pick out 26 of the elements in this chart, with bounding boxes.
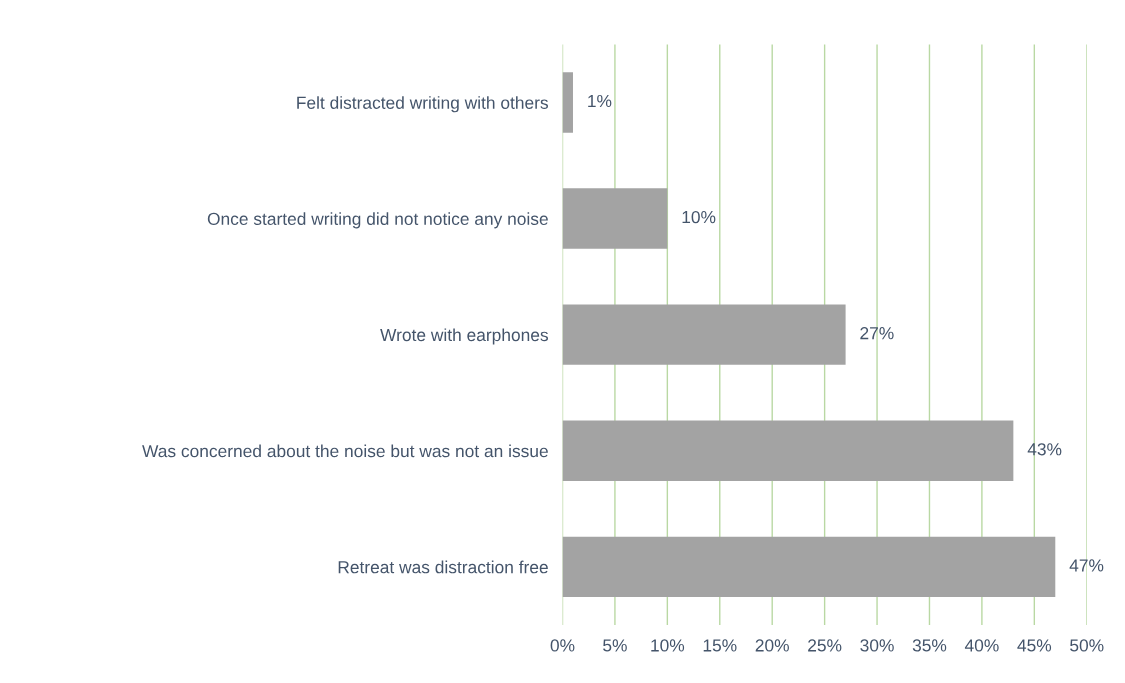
data-label: 10%: [682, 210, 716, 224]
x-tick-label: 45%: [1017, 639, 1052, 652]
x-tick-label: 30%: [860, 639, 894, 652]
x-tick-label: 35%: [912, 639, 947, 652]
bar: [562, 72, 573, 133]
y-tick-label: Once started writing did not notice any noise: [207, 212, 548, 229]
x-tick-label: 15%: [703, 639, 737, 652]
x-tick-label: 10%: [651, 639, 685, 652]
bar: [562, 420, 1014, 481]
y-tick-label: Felt distracted writing with others: [297, 96, 548, 113]
data-label: 1%: [588, 94, 612, 108]
data-label: 47%: [1069, 559, 1104, 572]
bar: [562, 304, 846, 365]
x-tick-label: 50%: [1070, 639, 1104, 652]
bar: [562, 188, 668, 249]
x-tick-label: 5%: [603, 639, 627, 652]
data-label: 27%: [860, 327, 894, 340]
y-tick-label: Wrote with earphones: [380, 328, 548, 345]
x-tick-label: 20%: [755, 639, 789, 652]
y-tick-label: Was concerned about the noise but was not an issue: [142, 444, 548, 458]
bar: [562, 536, 1056, 598]
x-tick-label: 40%: [964, 639, 999, 652]
data-label: 43%: [1027, 443, 1062, 456]
y-tick-label: Retreat was distraction free: [338, 560, 548, 574]
x-tick-label: 25%: [808, 639, 842, 652]
x-tick-label: 0%: [550, 639, 575, 652]
